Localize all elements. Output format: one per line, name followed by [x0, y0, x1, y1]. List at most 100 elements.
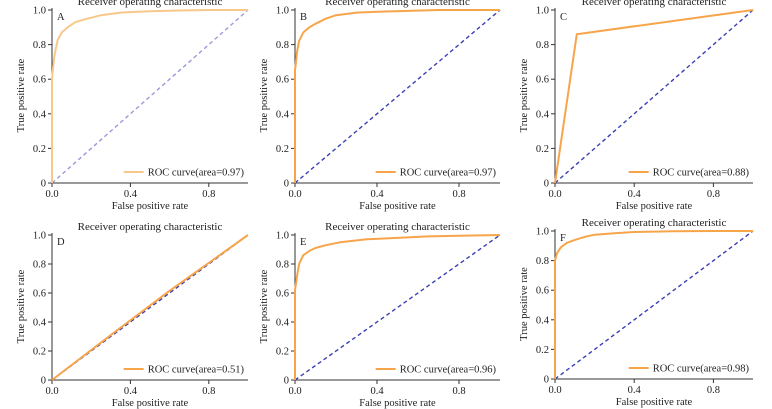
legend-label: ROC curve(area=0.51) [148, 365, 245, 376]
chart-title: Receiver operating characteristic [325, 221, 470, 233]
y-tick-label: 0.2 [536, 144, 549, 155]
roc-curve-line [51, 9, 248, 183]
y-tick-label: 0.6 [536, 286, 549, 297]
y-axis-label: True positive rate [259, 269, 270, 343]
y-axis-label: True positive rate [519, 267, 530, 341]
legend-label: ROC curve(area=0.88) [653, 168, 750, 179]
y-tick-label: 1.0 [276, 231, 289, 242]
y-tick-label: 0.4 [276, 109, 290, 120]
x-tick-label: 0.4 [370, 189, 384, 200]
y-tick-label: 0.8 [33, 260, 46, 271]
diagonal-reference-line [554, 230, 754, 380]
x-tick-label: 0.0 [548, 385, 561, 396]
x-axis-label: False positive rate [112, 398, 189, 409]
chart-title: Receiver operating characteristic [78, 221, 223, 233]
legend-label: ROC curve(area=0.98) [653, 364, 750, 375]
roc-curve-line [554, 230, 753, 379]
y-tick-label: 0.4 [33, 318, 47, 329]
y-tick-label: 0 [544, 375, 549, 386]
y-tick-label: 0 [544, 179, 549, 190]
y-tick-label: 0.2 [276, 144, 289, 155]
panel-b: Receiver operating characteristic 0 0.2 0.4… [259, 0, 501, 212]
panel-f: Receiver operating characteristic 0 0.2 0.4… [519, 217, 754, 408]
x-tick-label: 0.4 [628, 385, 642, 396]
x-tick-label: 0.4 [124, 386, 138, 397]
x-tick-label: 0.0 [45, 386, 58, 397]
x-axis-label: False positive rate [616, 201, 693, 212]
diagonal-reference-line [294, 234, 501, 381]
y-tick-label: 0.4 [536, 109, 550, 120]
diagonal-reference-line [51, 9, 249, 184]
x-tick-label: 0.8 [707, 385, 720, 396]
chart-title: Receiver operating characteristic [582, 217, 727, 229]
x-tick-label: 0.4 [370, 386, 384, 397]
y-tick-label: 0.8 [33, 40, 46, 51]
y-tick-label: 0.6 [276, 289, 289, 300]
y-tick-label: 0.6 [33, 75, 46, 86]
roc-curve-line [554, 9, 754, 184]
y-tick-label: 0.2 [33, 347, 46, 358]
chart-title: Receiver operating characteristic [325, 0, 470, 8]
y-tick-label: 0 [284, 179, 289, 190]
panel-label: C [560, 12, 567, 23]
x-tick-label: 0.8 [452, 189, 465, 200]
y-axis-label: True positive rate [16, 58, 27, 132]
diagonal-reference-line [294, 9, 501, 184]
panel-label: D [57, 237, 65, 248]
y-tick-label: 0.6 [536, 75, 549, 86]
panel-d: Receiver operating characteristic 0 0.2 0.4… [16, 221, 249, 409]
panel-a: Receiver operating characteristic 0 0.2 0.4… [16, 0, 249, 212]
y-tick-label: 1.0 [276, 6, 289, 17]
y-axis-label: True positive rate [16, 269, 27, 343]
legend-label: ROC curve(area=0.97) [400, 168, 497, 179]
y-tick-label: 0.2 [536, 345, 549, 356]
x-tick-label: 0.8 [202, 189, 215, 200]
roc-curve-line [51, 234, 249, 381]
y-tick-label: 0 [41, 376, 46, 387]
panel-e: Receiver operating characteristic 0 0.2 0.4… [259, 221, 501, 409]
y-tick-label: 0 [41, 179, 46, 190]
panel-label: F [560, 233, 566, 244]
y-tick-label: 0.6 [276, 75, 289, 86]
roc-curve-line [294, 9, 500, 183]
panel-c: Receiver operating characteristic 0 0.2 0.4… [519, 0, 754, 212]
panel-label: B [300, 12, 307, 23]
roc-curve-line [294, 234, 501, 380]
x-tick-label: 0.0 [548, 189, 561, 200]
x-axis-label: False positive rate [616, 397, 693, 408]
x-tick-label: 0.0 [45, 189, 58, 200]
panel-label: A [57, 12, 65, 23]
y-tick-label: 1.0 [536, 227, 549, 238]
x-tick-label: 0.0 [288, 386, 301, 397]
y-tick-label: 0.2 [276, 347, 289, 358]
legend-label: ROC curve(area=0.97) [148, 168, 245, 179]
y-tick-label: 0.8 [276, 40, 289, 51]
y-tick-label: 0.4 [276, 318, 290, 329]
y-tick-label: 0.4 [33, 109, 47, 120]
x-tick-label: 0.4 [628, 189, 642, 200]
y-axis-label: True positive rate [519, 58, 530, 132]
x-tick-label: 0.8 [202, 386, 215, 397]
y-tick-label: 1.0 [33, 6, 46, 17]
x-tick-label: 0.4 [124, 189, 138, 200]
y-tick-label: 0.8 [276, 260, 289, 271]
y-tick-label: 1.0 [33, 231, 46, 242]
diagonal-reference-line [554, 9, 754, 184]
y-tick-label: 0.6 [33, 289, 46, 300]
y-tick-label: 0.8 [536, 256, 549, 267]
y-tick-label: 0.4 [536, 315, 550, 326]
legend-label: ROC curve(area=0.96) [400, 365, 497, 376]
y-axis-label: True positive rate [259, 58, 270, 132]
x-tick-label: 0.0 [288, 189, 301, 200]
chart-title: Receiver operating characteristic [78, 0, 223, 8]
y-tick-label: 0.2 [33, 144, 46, 155]
x-axis-label: False positive rate [359, 201, 436, 212]
x-axis-label: False positive rate [359, 398, 436, 409]
y-tick-label: 0.8 [536, 40, 549, 51]
y-tick-label: 0 [284, 376, 289, 387]
x-tick-label: 0.8 [452, 386, 465, 397]
chart-title: Receiver operating characteristic [582, 0, 727, 8]
x-axis-label: False positive rate [112, 201, 189, 212]
panel-label: E [300, 237, 306, 248]
